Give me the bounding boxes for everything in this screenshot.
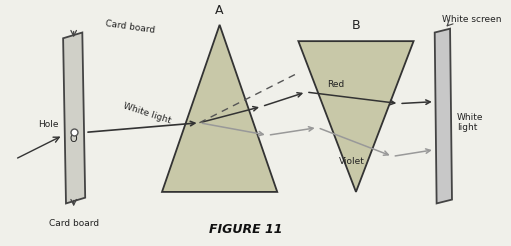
Text: White
light: White light — [457, 113, 483, 132]
Polygon shape — [435, 29, 452, 203]
Text: Hole: Hole — [38, 120, 58, 129]
Polygon shape — [63, 32, 85, 203]
Text: Card board: Card board — [104, 19, 155, 35]
Text: White light: White light — [122, 101, 172, 125]
Text: White screen: White screen — [443, 15, 502, 24]
Text: B: B — [352, 18, 360, 31]
Text: O: O — [70, 134, 78, 144]
Text: FIGURE 11: FIGURE 11 — [209, 223, 282, 236]
Polygon shape — [298, 41, 413, 192]
Text: Card board: Card board — [49, 219, 99, 228]
Text: Violet: Violet — [339, 157, 364, 166]
Polygon shape — [162, 25, 277, 192]
Text: Red: Red — [327, 80, 344, 89]
Text: A: A — [215, 4, 224, 17]
